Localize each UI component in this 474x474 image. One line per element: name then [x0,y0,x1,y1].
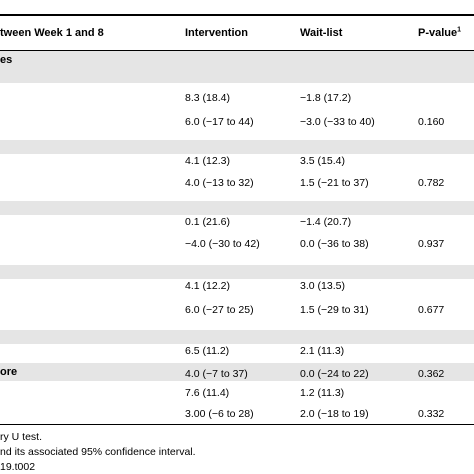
spacer-band [0,201,474,215]
section-band-lower [0,363,474,381]
intervention-cell: 4.1 (12.2) [185,280,230,292]
intervention-cell: 6.0 (−27 to 25) [185,304,254,316]
pvalue-cell: 0.782 [418,177,445,189]
section-band-top [0,51,474,69]
column-header-pvalue: P-value1 [418,26,462,39]
waitlist-cell: −1.4 (20.7) [300,216,352,228]
intervention-cell: 4.0 (−13 to 32) [185,177,254,189]
spacer-band [0,330,474,344]
pvalue-cell: 0.362 [418,368,445,380]
intervention-cell: 0.1 (21.6) [185,216,230,228]
intervention-cell: −4.0 (−30 to 42) [185,238,260,250]
pvalue-cell: 0.677 [418,304,445,316]
waitlist-cell: 3.0 (13.5) [300,280,345,292]
spacer-band [0,69,474,83]
intervention-cell: 7.6 (11.4) [185,387,230,399]
pvalue-header-text: P-value [418,27,458,39]
intervention-cell: 4.1 (12.3) [185,155,230,167]
intervention-cell: 6.0 (−17 to 44) [185,116,254,128]
column-header-measure: tween Week 1 and 8 [0,27,104,39]
waitlist-cell: 3.5 (15.4) [300,155,345,167]
footnote: ry U test. [0,431,43,443]
table-top-rule [0,14,474,16]
footnote: nd its associated 95% confidence interva… [0,446,196,458]
waitlist-cell: −3.0 (−33 to 40) [300,116,375,128]
pvalue-cell: 0.937 [418,238,445,250]
intervention-cell: 8.3 (18.4) [185,92,230,104]
table-bottom-rule [0,424,474,425]
spacer-band [0,140,474,154]
spacer-band [0,265,474,279]
column-header-waitlist: Wait-list [300,27,343,39]
column-header-intervention: Intervention [185,27,248,39]
waitlist-cell: −1.8 (17.2) [300,92,352,104]
intervention-cell: 3.00 (−6 to 28) [185,408,254,420]
pvalue-cell: 0.332 [418,408,445,420]
section-band-top-label: es [0,54,13,66]
waitlist-cell: 2.1 (11.3) [300,345,345,357]
section-band-lower-label: ore [0,366,18,378]
intervention-cell: 4.0 (−7 to 37) [185,368,248,380]
waitlist-cell: 2.0 (−18 to 19) [300,408,369,420]
waitlist-cell: 0.0 (−36 to 38) [300,238,369,250]
pvalue-footnote-marker: 1 [457,26,462,34]
waitlist-cell: 0.0 (−24 to 22) [300,368,369,380]
waitlist-cell: 1.5 (−29 to 31) [300,304,369,316]
table-header-rule [0,50,474,51]
waitlist-cell: 1.2 (11.3) [300,387,345,399]
intervention-cell: 6.5 (11.2) [185,345,230,357]
pvalue-cell: 0.160 [418,116,445,128]
footnote: 19.t002 [0,461,36,473]
waitlist-cell: 1.5 (−21 to 37) [300,177,369,189]
